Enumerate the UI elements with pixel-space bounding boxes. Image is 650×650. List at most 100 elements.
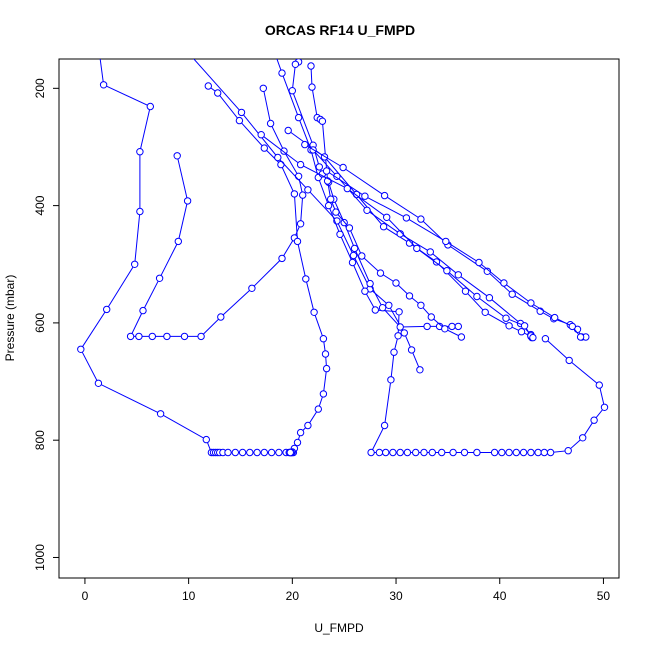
data-point bbox=[413, 244, 421, 253]
series-line bbox=[80, 59, 294, 453]
data-point bbox=[277, 160, 285, 169]
data-point bbox=[564, 447, 572, 455]
data-point bbox=[294, 172, 303, 181]
series-line bbox=[276, 59, 606, 453]
data-point bbox=[371, 306, 379, 314]
data-point bbox=[432, 258, 441, 266]
data-point bbox=[301, 140, 309, 149]
series-line bbox=[291, 61, 459, 328]
data-point bbox=[517, 328, 526, 336]
data-point bbox=[383, 213, 391, 222]
x-tick-label: 0 bbox=[82, 589, 89, 603]
data-point bbox=[400, 329, 408, 337]
data-point bbox=[77, 345, 85, 353]
data-point bbox=[246, 448, 254, 457]
data-point bbox=[291, 60, 300, 69]
series-8 bbox=[284, 126, 535, 341]
data-point bbox=[319, 390, 328, 398]
data-point bbox=[146, 102, 155, 111]
data-point bbox=[502, 314, 510, 322]
data-point bbox=[248, 284, 256, 292]
data-point bbox=[308, 83, 316, 91]
data-point bbox=[348, 258, 357, 267]
series-12 bbox=[322, 167, 585, 341]
y-tick-label: 200 bbox=[33, 78, 47, 98]
series-line bbox=[208, 85, 328, 453]
data-point bbox=[442, 237, 450, 246]
data-point bbox=[278, 69, 286, 77]
data-point bbox=[379, 223, 388, 231]
series-7 bbox=[307, 62, 466, 341]
data-point bbox=[565, 356, 573, 365]
data-point bbox=[315, 163, 323, 171]
data-point bbox=[136, 207, 144, 216]
data-point bbox=[500, 279, 508, 287]
data-point bbox=[508, 290, 516, 298]
data-point bbox=[314, 405, 322, 413]
data-point bbox=[286, 448, 294, 457]
data-point bbox=[473, 292, 481, 301]
data-point bbox=[420, 448, 428, 457]
data-point bbox=[266, 119, 275, 128]
data-point bbox=[520, 322, 529, 330]
y-tick-label: 1000 bbox=[33, 544, 47, 571]
x-tick-label: 20 bbox=[286, 589, 300, 603]
data-point bbox=[296, 160, 305, 169]
x-tick-label: 40 bbox=[493, 589, 507, 603]
data-point bbox=[361, 192, 369, 200]
data-point bbox=[380, 191, 389, 200]
data-point bbox=[217, 313, 225, 321]
data-point bbox=[99, 81, 108, 89]
data-point bbox=[310, 308, 318, 316]
data-point bbox=[529, 333, 537, 342]
data-point bbox=[443, 267, 451, 275]
data-point bbox=[376, 269, 385, 277]
data-point bbox=[324, 201, 333, 210]
data-point bbox=[483, 267, 491, 275]
data-point bbox=[156, 410, 165, 418]
data-point bbox=[332, 208, 340, 216]
x-axis: 0 10 20 30 40 50 bbox=[82, 578, 610, 603]
data-point bbox=[126, 332, 135, 341]
data-point bbox=[417, 215, 425, 223]
data-point bbox=[568, 322, 576, 331]
data-point bbox=[382, 448, 390, 457]
data-point bbox=[449, 448, 457, 457]
data-point bbox=[485, 294, 494, 302]
data-point bbox=[385, 301, 393, 309]
data-point bbox=[375, 448, 384, 457]
data-point bbox=[361, 287, 369, 295]
data-point bbox=[260, 144, 268, 152]
data-point bbox=[534, 448, 542, 457]
data-point bbox=[131, 260, 139, 268]
data-point bbox=[94, 379, 103, 387]
data-point bbox=[396, 323, 404, 331]
data-point bbox=[235, 116, 244, 125]
data-point bbox=[260, 448, 268, 457]
data-point bbox=[304, 186, 312, 194]
series-1 bbox=[77, 59, 298, 457]
data-point bbox=[394, 332, 402, 340]
plot-frame bbox=[58, 58, 620, 579]
data-point bbox=[454, 322, 462, 331]
data-point bbox=[417, 301, 425, 309]
data-point bbox=[475, 258, 483, 267]
data-point bbox=[540, 448, 548, 457]
series-line bbox=[326, 170, 581, 338]
data-point bbox=[412, 448, 420, 457]
data-point bbox=[416, 366, 424, 374]
data-point bbox=[367, 448, 375, 457]
data-point bbox=[392, 279, 400, 287]
data-point bbox=[387, 376, 395, 384]
data-point bbox=[253, 448, 261, 457]
data-point bbox=[173, 152, 181, 160]
data-point bbox=[490, 448, 499, 457]
data-point bbox=[454, 271, 462, 279]
data-point bbox=[278, 254, 286, 263]
data-point bbox=[304, 421, 312, 430]
data-point bbox=[327, 195, 335, 203]
series-line bbox=[312, 149, 533, 338]
data-point bbox=[461, 287, 470, 295]
series-2 bbox=[126, 84, 307, 341]
data-point bbox=[237, 108, 246, 117]
